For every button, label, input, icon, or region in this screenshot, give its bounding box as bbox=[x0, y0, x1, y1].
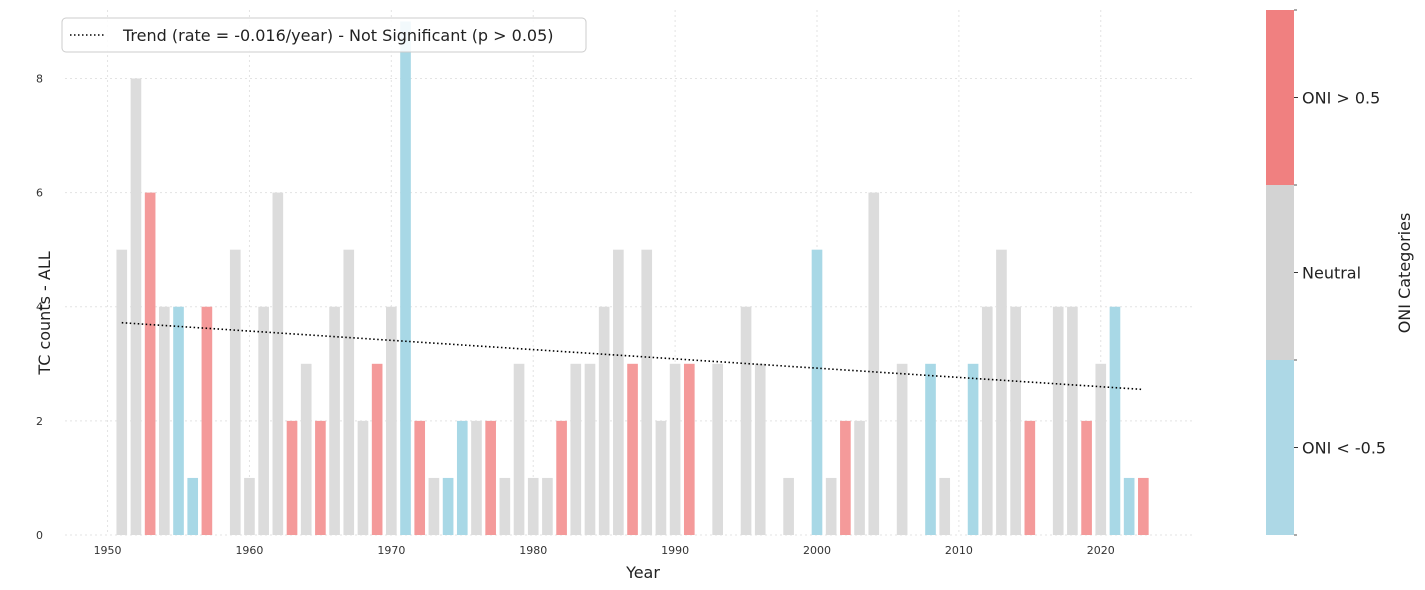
legend: Trend (rate = -0.016/year) - Not Signifi… bbox=[61, 17, 587, 53]
bar-2012 bbox=[981, 306, 993, 535]
bar-2015 bbox=[1024, 420, 1036, 535]
bar-1986 bbox=[613, 249, 624, 535]
bar-2004 bbox=[868, 192, 880, 535]
bar-2011 bbox=[967, 363, 979, 535]
x-tick-label-1970: 1970 bbox=[377, 544, 405, 557]
bar-1977 bbox=[485, 420, 496, 535]
bar-1956 bbox=[187, 477, 199, 535]
bar-1967 bbox=[343, 249, 355, 535]
bar-2008 bbox=[925, 363, 936, 535]
bar-1996 bbox=[754, 363, 766, 535]
bar-1973 bbox=[428, 477, 440, 535]
bar-1991 bbox=[683, 363, 695, 535]
bar-1985 bbox=[598, 306, 610, 535]
bar-series bbox=[116, 21, 1149, 536]
bar-1976 bbox=[471, 420, 482, 535]
y-tick-label-8: 8 bbox=[36, 72, 43, 85]
bar-2019 bbox=[1081, 420, 1092, 535]
bar-1960 bbox=[244, 477, 255, 535]
bar-1968 bbox=[357, 420, 369, 535]
bar-1970 bbox=[386, 306, 397, 535]
x-tick-label-2000: 2000 bbox=[803, 544, 831, 557]
bar-1993 bbox=[712, 363, 723, 535]
bar-1954 bbox=[159, 306, 170, 535]
x-axis-label: Year bbox=[625, 563, 660, 582]
bar-1988 bbox=[641, 249, 653, 535]
bar-1987 bbox=[627, 363, 638, 535]
bar-1959 bbox=[229, 249, 241, 535]
legend-box bbox=[61, 17, 587, 53]
y-axis-label: TC counts - ALL bbox=[35, 251, 54, 375]
bar-1964 bbox=[300, 363, 312, 535]
y-tick-label-2: 2 bbox=[36, 415, 43, 428]
y-axis: 0 2 4 6 8 bbox=[36, 72, 43, 542]
bar-2014 bbox=[1010, 306, 1021, 535]
bar-2009 bbox=[939, 477, 951, 535]
x-tick-label-1980: 1980 bbox=[519, 544, 547, 557]
legend-trend-label: Trend (rate = -0.016/year) - Not Signifi… bbox=[122, 26, 554, 45]
bar-1955 bbox=[173, 306, 184, 535]
colorbar-segment-0 bbox=[1266, 360, 1294, 535]
bar-1981 bbox=[542, 477, 553, 535]
bar-1972 bbox=[414, 420, 426, 535]
y-tick-label-0: 0 bbox=[36, 529, 43, 542]
trend-line-group bbox=[121, 321, 1144, 391]
bar-2020 bbox=[1095, 363, 1107, 535]
bar-1957 bbox=[201, 306, 213, 535]
x-tick-label-1990: 1990 bbox=[661, 544, 689, 557]
bar-1979 bbox=[513, 363, 525, 535]
bar-1966 bbox=[329, 306, 340, 535]
y-tick-label-4: 4 bbox=[36, 301, 43, 314]
bar-2002 bbox=[840, 420, 851, 535]
trend-line bbox=[121, 321, 1144, 391]
colorbar: ONI < -0.5 Neutral ONI > 0.5 bbox=[1266, 9, 1386, 536]
colorbar-title: ONI Categories bbox=[1395, 213, 1414, 334]
bar-1961 bbox=[258, 306, 269, 535]
bar-1984 bbox=[584, 363, 596, 535]
bar-2021 bbox=[1109, 306, 1121, 535]
bar-1978 bbox=[499, 477, 511, 535]
bar-1980 bbox=[527, 477, 539, 535]
bar-2013 bbox=[996, 249, 1007, 535]
x-tick-label-1950: 1950 bbox=[94, 544, 122, 557]
bar-1974 bbox=[442, 477, 454, 535]
bar-2022 bbox=[1123, 477, 1135, 535]
x-tick-label-2020: 2020 bbox=[1087, 544, 1115, 557]
x-tick-label-1960: 1960 bbox=[235, 544, 263, 557]
bar-1965 bbox=[315, 420, 326, 535]
bar-2023 bbox=[1138, 477, 1149, 535]
bar-2001 bbox=[825, 477, 837, 535]
bar-1990 bbox=[669, 363, 681, 535]
bar-2003 bbox=[854, 420, 865, 535]
colorbar-label-1: Neutral bbox=[1302, 264, 1361, 283]
y-tick-label-6: 6 bbox=[36, 187, 43, 200]
bar-1995 bbox=[740, 306, 752, 535]
bar-2000 bbox=[811, 249, 823, 535]
bar-2018 bbox=[1067, 306, 1078, 535]
x-axis: 1950 1960 1970 1980 1990 2000 2010 2020 bbox=[94, 544, 1115, 557]
bar-1962 bbox=[272, 192, 284, 535]
bar-1982 bbox=[556, 420, 567, 535]
colorbar-label-0: ONI < -0.5 bbox=[1302, 439, 1386, 458]
bar-2017 bbox=[1052, 306, 1064, 535]
bar-1971 bbox=[400, 21, 411, 536]
bar-1952 bbox=[130, 78, 142, 535]
bar-1989 bbox=[655, 420, 667, 535]
bar-1953 bbox=[144, 192, 156, 535]
x-tick-label-2010: 2010 bbox=[945, 544, 973, 557]
colorbar-label-2: ONI > 0.5 bbox=[1302, 89, 1380, 108]
colorbar-segment-2 bbox=[1266, 10, 1294, 185]
colorbar-segment-1 bbox=[1266, 185, 1294, 360]
bar-1983 bbox=[570, 363, 582, 535]
bar-2006 bbox=[896, 363, 908, 535]
bar-1998 bbox=[783, 477, 794, 535]
bar-1975 bbox=[456, 420, 468, 535]
bar-1969 bbox=[371, 363, 383, 535]
bar-1951 bbox=[116, 249, 128, 535]
bar-1963 bbox=[286, 420, 298, 535]
